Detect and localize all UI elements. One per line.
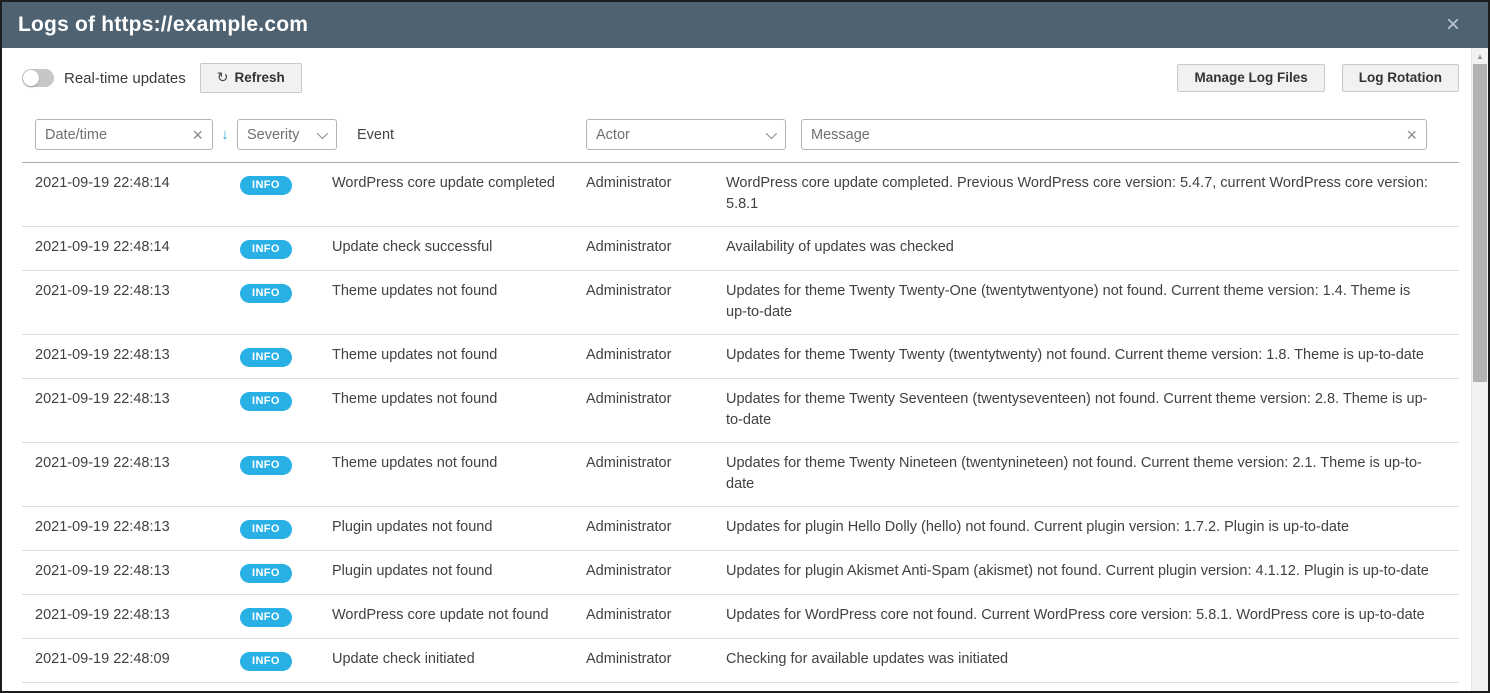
log-message: Updates for plugin Hello Dolly (hello) n… (726, 519, 1350, 535)
log-message: Checking for available updates was initi… (726, 651, 1009, 667)
log-table-body: 2021-09-19 22:48:14 INFO WordPress core … (22, 163, 1459, 683)
clear-icon[interactable]: × (192, 124, 203, 145)
scroll-up-icon[interactable]: ▲ (1476, 51, 1484, 61)
log-message: Updates for plugin Akismet Anti-Spam (ak… (726, 563, 1429, 579)
filter-row: × ↓ Severity Event Actor × (22, 119, 1459, 162)
table-row: 2021-09-19 22:48:14 INFO Update check su… (22, 227, 1459, 271)
log-datetime: 2021-09-19 22:48:13 (35, 519, 170, 535)
toggle-knob-icon (23, 70, 39, 86)
severity-badge: INFO (240, 456, 292, 475)
dialog-content: Real-time updates ↻ Refresh Manage Log Fi… (2, 48, 1471, 691)
table-row: 2021-09-19 22:48:09 INFO Update check in… (22, 639, 1459, 683)
log-message: Updates for theme Twenty Twenty (twentyt… (726, 347, 1424, 363)
page-title: Logs of https://example.com (18, 13, 309, 36)
dialog-titlebar: Logs of https://example.com × (2, 2, 1488, 48)
log-actor: Administrator (586, 239, 672, 255)
close-icon[interactable]: × (1445, 11, 1460, 38)
log-event: Update check successful (332, 239, 493, 255)
log-event: Theme updates not found (332, 347, 498, 363)
log-event: Theme updates not found (332, 283, 498, 299)
log-event: Plugin updates not found (332, 563, 493, 579)
event-column-label: Event (357, 126, 395, 143)
log-event: Update check initiated (332, 651, 475, 667)
severity-badge: INFO (240, 176, 292, 195)
table-row: 2021-09-19 22:48:13 INFO Theme updates n… (22, 271, 1459, 335)
table-row: 2021-09-19 22:48:13 INFO Theme updates n… (22, 443, 1459, 507)
log-actor: Administrator (586, 391, 672, 407)
log-message: WordPress core update completed. Previou… (726, 175, 1428, 212)
log-actor: Administrator (586, 563, 672, 579)
severity-badge: INFO (240, 284, 292, 303)
table-row: 2021-09-19 22:48:13 INFO Plugin updates … (22, 507, 1459, 551)
actor-filter-label: Actor (596, 126, 630, 143)
table-row: 2021-09-19 22:48:13 INFO Theme updates n… (22, 379, 1459, 443)
log-datetime: 2021-09-19 22:48:09 (35, 651, 170, 667)
scrollbar[interactable]: ▲ (1471, 48, 1488, 691)
chevron-down-icon (765, 127, 778, 139)
severity-badge: INFO (240, 520, 292, 539)
log-event: WordPress core update completed (332, 175, 555, 191)
severity-filter-select[interactable]: Severity (237, 119, 337, 150)
scrollbar-thumb[interactable] (1473, 64, 1487, 382)
datetime-filter-input[interactable] (45, 126, 187, 143)
table-row: 2021-09-19 22:48:13 INFO WordPress core … (22, 595, 1459, 639)
log-datetime: 2021-09-19 22:48:13 (35, 563, 170, 579)
log-event: Plugin updates not found (332, 519, 493, 535)
chevron-down-icon (316, 127, 329, 139)
severity-badge: INFO (240, 348, 292, 367)
log-datetime: 2021-09-19 22:48:13 (35, 391, 170, 407)
log-datetime: 2021-09-19 22:48:13 (35, 607, 170, 623)
severity-badge: INFO (240, 652, 292, 671)
log-message: Updates for theme Twenty Twenty-One (twe… (726, 283, 1411, 320)
severity-badge: INFO (240, 608, 292, 627)
manage-log-files-button[interactable]: Manage Log Files (1177, 63, 1325, 93)
severity-filter-label: Severity (247, 126, 300, 143)
clear-icon[interactable]: × (1406, 124, 1417, 145)
log-actor: Administrator (586, 607, 672, 623)
refresh-button-label: Refresh (234, 70, 285, 86)
table-row: 2021-09-19 22:48:13 INFO Theme updates n… (22, 335, 1459, 379)
log-event: Theme updates not found (332, 391, 498, 407)
log-datetime: 2021-09-19 22:48:13 (35, 455, 170, 471)
log-actor: Administrator (586, 347, 672, 363)
severity-badge: INFO (240, 392, 292, 411)
sort-desc-icon[interactable]: ↓ (221, 126, 229, 143)
log-event: WordPress core update not found (332, 607, 549, 623)
log-datetime: 2021-09-19 22:48:13 (35, 283, 170, 299)
realtime-updates-label: Real-time updates (64, 69, 186, 87)
severity-badge: INFO (240, 564, 292, 583)
datetime-filter-field: × (35, 119, 213, 150)
log-actor: Administrator (586, 651, 672, 667)
log-actor: Administrator (586, 175, 672, 191)
actor-filter-select[interactable]: Actor (586, 119, 786, 150)
log-event: Theme updates not found (332, 455, 498, 471)
realtime-updates-toggle[interactable] (22, 69, 54, 87)
log-datetime: 2021-09-19 22:48:14 (35, 175, 170, 191)
table-row: 2021-09-19 22:48:13 INFO Plugin updates … (22, 551, 1459, 595)
message-filter-field: × (801, 119, 1427, 150)
log-actor: Administrator (586, 283, 672, 299)
log-message: Updates for theme Twenty Seventeen (twen… (726, 391, 1428, 428)
severity-badge: INFO (240, 240, 292, 259)
log-message: Updates for WordPress core not found. Cu… (726, 607, 1425, 623)
log-actor: Administrator (586, 519, 672, 535)
table-row: 2021-09-19 22:48:14 INFO WordPress core … (22, 163, 1459, 227)
log-rotation-button[interactable]: Log Rotation (1341, 63, 1459, 93)
log-actor: Administrator (586, 455, 672, 471)
refresh-icon: ↻ (216, 69, 229, 86)
log-message: Updates for theme Twenty Nineteen (twent… (726, 455, 1422, 492)
log-message: Availability of updates was checked (726, 239, 954, 255)
toolbar: Real-time updates ↻ Refresh Manage Log Fi… (22, 63, 1459, 93)
message-filter-input[interactable] (811, 126, 1401, 143)
log-datetime: 2021-09-19 22:48:13 (35, 347, 170, 363)
refresh-button[interactable]: ↻ Refresh (199, 63, 302, 93)
log-datetime: 2021-09-19 22:48:14 (35, 239, 170, 255)
